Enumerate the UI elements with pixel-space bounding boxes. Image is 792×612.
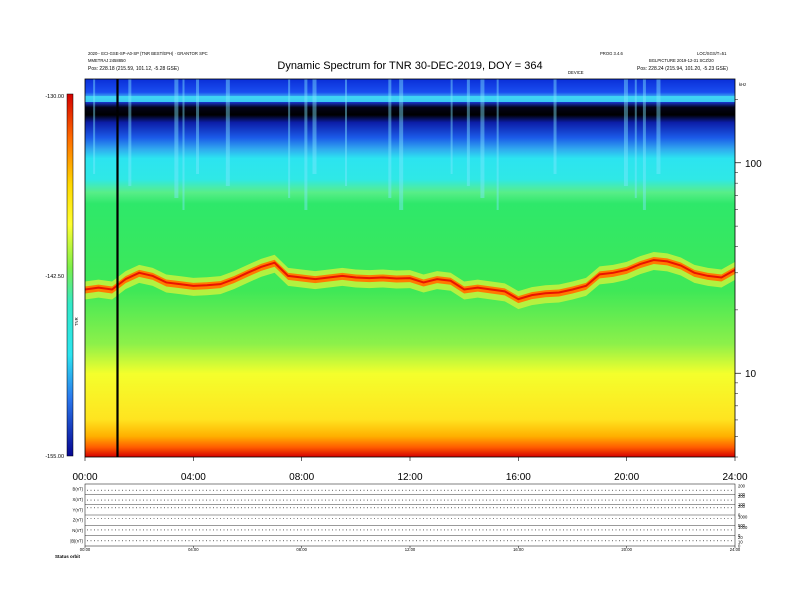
panel-label: Z(nT) [73,518,84,523]
header-left-line3: Pos: 228.18 (215.59, 101.12, -5.28 GSE) [88,66,179,72]
spectrogram-cyan-stripe [85,96,735,102]
panel-right-tick: 500 [738,523,746,528]
spectrogram-y-axis: 100 10 [735,99,762,458]
colorbar-tick-mid: -142.50 [45,274,64,280]
panel-label: Y(nT) [73,507,84,512]
header-left-line1: 2020-· ECI-GSE-SP-A0-SP (TNR BEST/EPH) ·… [88,51,208,56]
interference-streak [623,79,628,186]
plasma-line [85,259,735,301]
x-tick-label: 20:00 [614,472,639,483]
panel-x-tick-label: 24:00 [730,547,741,552]
interference-streak [553,79,557,174]
interference-streak [450,79,453,174]
interference-streak [288,79,291,198]
panel-x-tick-label: 16:00 [513,547,524,552]
interference-streak [93,79,96,174]
interference-streak [196,79,200,174]
interference-streaks [93,79,661,210]
figure-title: Dynamic Spectrum for TNR 30-DEC-2019, DO… [277,60,542,72]
panel-right-tick: 0 [738,533,741,538]
colorbar-scale [66,93,74,457]
colorbar: -130.00 -142.50 -155.00 TNR [45,93,79,460]
panel-x-tick-label: 08:00 [296,547,307,552]
x-tick-label: 00:00 [72,472,97,483]
x-tick-label: 16:00 [506,472,531,483]
panel-right-tick: 200 [738,484,746,489]
header-center-label: DEVICE [568,70,584,75]
panel-x-tick-label: 04:00 [188,547,199,552]
interference-streak [466,79,470,186]
panel-right-tick: 0 [738,513,741,518]
panel-right-tick: 10 [738,539,743,544]
y-tick-label: 100 [745,159,762,170]
corner-unit-label: kHz [739,82,746,87]
header-right-line2: BGLPICTURE 2019-12-31 SCZ/20 [649,58,714,63]
panel-x-tick-label: 12:00 [405,547,416,552]
header-left-line2: MMETRAJ 2458850 [88,58,126,63]
plasma-line-band [85,257,735,304]
panel-x-tick-label: 20:00 [621,547,632,552]
y-tick-label: 10 [745,369,757,380]
interference-streak [182,79,185,210]
spectrogram-x-axis: 00:00 04:00 08:00 12:00 16:00 20:00 24:00 [72,457,748,483]
interference-streak [496,79,499,210]
panel-right-tick: 1000 [738,515,748,520]
interference-streak [225,79,230,186]
footer-label: Status orbit [55,554,81,559]
interference-streak [399,79,404,210]
colorbar-label: TNR [74,317,79,326]
interference-streak [656,79,661,174]
interference-streak [128,79,132,186]
magnetometer-panels: B(nT)200100X(nT)200100Y(nT)2000Z(nT)1000… [70,484,748,553]
interference-streak [345,79,347,186]
panel-right-tick: 1000 [738,525,748,530]
colorbar-tick-bottom: -155.00 [45,454,64,460]
header-right-top1: PROG 3.4.6 [600,51,623,56]
interference-streak [304,79,308,210]
panel-label: B(nT) [73,487,84,492]
x-tick-label: 04:00 [181,472,206,483]
x-tick-label: 12:00 [397,472,422,483]
panel-right-tick: 100 [738,502,746,507]
panel-right-tick: 0 [738,544,741,549]
header-right-line3: Pos: 228.24 (215.94, 101.20, -5.23 GSE) [637,66,728,72]
interference-streak [634,79,637,198]
header-right-top2: LOC/SGS/T=51 [697,51,727,56]
spectrogram-plot [85,79,735,457]
panel-right-tick: 200 [738,504,746,509]
panel-label: |B|(nT) [70,538,83,543]
plasma-line-layer [85,252,735,310]
panel-right-tick: 20 [738,535,743,540]
x-tick-label: 08:00 [289,472,314,483]
panel-label: X(nT) [73,497,84,502]
interference-streak [642,79,646,210]
interference-streak [480,79,485,198]
panel-x-tick-label: 00:00 [80,547,91,552]
colorbar-tick-top: -130.00 [45,94,64,100]
panel-right-tick: 200 [738,494,746,499]
panel-label: N(nT) [72,528,83,533]
interference-streak [388,79,392,198]
interference-streak [174,79,179,198]
panel-right-tick: 100 [738,492,746,497]
x-tick-label: 24:00 [722,472,747,483]
interference-streak [312,79,317,174]
